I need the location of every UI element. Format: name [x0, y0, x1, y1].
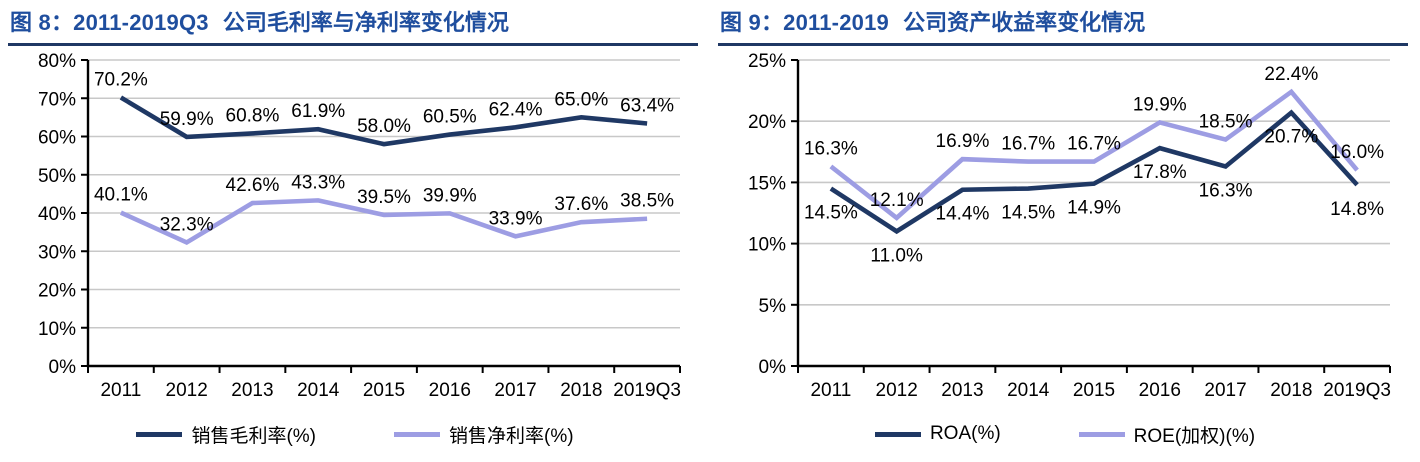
data-label-s1: 38.5% — [620, 191, 674, 212]
chart-title-returns: 图 9：2011-2019 公司资产收益率变化情况 — [718, 6, 1408, 47]
y-tick-label: 40% — [38, 204, 76, 225]
x-category-label: 2016 — [1139, 380, 1181, 401]
x-category-label: 2014 — [297, 380, 340, 401]
y-tick-label: 10% — [748, 235, 786, 256]
y-tick-label: 80% — [38, 51, 76, 72]
data-label-s0: 14.5% — [1001, 203, 1055, 224]
y-tick-label: 50% — [38, 166, 76, 187]
chart-title-prefix: 图 8：2011-2019Q3 — [10, 10, 209, 35]
y-tick-label: 70% — [38, 90, 76, 111]
data-label-s1: 43.3% — [291, 173, 345, 194]
data-label-s0: 16.3% — [1199, 181, 1253, 202]
y-tick-label: 30% — [38, 243, 76, 264]
y-tick-label: 0% — [759, 357, 787, 378]
series-line-0 — [119, 95, 648, 147]
data-label-s0: 14.5% — [804, 203, 858, 224]
chart-body-margin: 0% 10% 20% 30% 40% 50% 60% 70% 80% 2011 2012 2013 20… — [0, 46, 710, 406]
chart-title-suffix: 公司资产收益率变化情况 — [903, 10, 1146, 35]
data-label-s1: 33.9% — [489, 209, 543, 230]
x-category-label: 2019Q3 — [1323, 380, 1391, 401]
x-category-label: 2012 — [876, 380, 918, 401]
legend-swatch — [394, 431, 440, 437]
legend-label: ROA(%) — [929, 423, 1001, 445]
data-label-s0: 17.8% — [1133, 162, 1187, 183]
legend-swatch — [1078, 431, 1125, 437]
data-label-s0: 14.4% — [936, 204, 990, 225]
data-label-s1: 16.7% — [1001, 134, 1055, 155]
data-label-s1: 16.3% — [804, 139, 858, 160]
data-label-s1: 18.5% — [1199, 112, 1253, 133]
chart-title-prefix: 图 9：2011-2019 — [720, 10, 889, 35]
data-label-s1: 37.6% — [554, 194, 608, 215]
legend-label: 销售毛利率(%) — [191, 425, 316, 447]
x-category-label: 2017 — [1204, 380, 1246, 401]
series-line-1 — [829, 89, 1359, 222]
chart-legend-0: 销售毛利率(%) 销售净利率(%) — [0, 406, 710, 462]
data-label-s0: 58.0% — [357, 116, 411, 137]
data-label-s0: 65.0% — [554, 90, 608, 111]
legend-swatch — [874, 431, 921, 437]
y-tick-label: 20% — [748, 113, 786, 134]
x-category-label: 2012 — [166, 380, 208, 401]
x-category-label: 2013 — [941, 380, 983, 401]
data-label-s1: 22.4% — [1264, 64, 1318, 85]
legend-item-0: 销售毛利率(%) — [136, 421, 316, 448]
x-category-label: 2018 — [560, 380, 602, 401]
x-category-label: 2015 — [363, 380, 405, 401]
data-label-s1: 16.7% — [1067, 134, 1121, 155]
x-category-label: 2018 — [1270, 380, 1312, 401]
y-tick-label: 10% — [38, 319, 76, 340]
legend-swatch — [136, 431, 183, 437]
series-line-0 — [829, 109, 1359, 235]
legend-item-1: 销售净利率(%) — [394, 421, 574, 448]
x-category-label: 2011 — [810, 380, 851, 401]
chart-plot-1: 0% 5% 10% 15% 20% 25% 2011 2012 2013 2014 2015 2016… — [748, 51, 1391, 401]
data-label-s0: 62.4% — [489, 100, 543, 121]
chart-title-margin: 图 8：2011-2019Q3 公司毛利率与净利率变化情况 — [8, 6, 698, 47]
data-label-s0: 20.7% — [1264, 127, 1318, 148]
data-label-s0: 59.9% — [160, 109, 214, 130]
legend-item-0: ROA(%) — [874, 423, 1001, 445]
data-label-s0: 14.9% — [1067, 198, 1121, 219]
x-category-label: 2014 — [1007, 380, 1050, 401]
legend-label: 销售净利率(%) — [449, 425, 574, 447]
data-label-s0: 63.4% — [620, 96, 674, 117]
x-category-label: 2013 — [231, 380, 273, 401]
chart-body-returns: 0% 5% 10% 15% 20% 25% 2011 2012 2013 2014 2015 2016… — [710, 46, 1420, 406]
chart-plot-0: 0% 10% 20% 30% 40% 50% 60% 70% 80% 2011 2012 2013 20… — [38, 51, 681, 401]
legend-label: ROE(加权)(%) — [1133, 425, 1256, 447]
chart-legend-1: ROA(%) ROE(加权)(%) — [710, 406, 1420, 462]
y-tick-label: 20% — [38, 281, 76, 302]
data-label-s1: 16.0% — [1330, 142, 1384, 163]
chart-panel-returns: 图 9：2011-2019 公司资产收益率变化情况 0% 5% 10% 15% 20% 2… — [710, 0, 1420, 462]
data-label-s1: 12.1% — [870, 190, 924, 211]
data-label-s1: 39.9% — [423, 186, 477, 207]
data-label-s1: 42.6% — [226, 175, 280, 196]
y-tick-label: 25% — [748, 51, 786, 72]
series-line-1 — [119, 198, 648, 246]
chart-panel-margin: 图 8：2011-2019Q3 公司毛利率与净利率变化情况 0% 10% 20% 30… — [0, 6, 710, 462]
legend-item-1: ROE(加权)(%) — [1078, 421, 1256, 448]
data-label-s0: 60.5% — [423, 107, 477, 128]
data-label-s0: 11.0% — [870, 246, 923, 267]
x-category-label: 2016 — [429, 380, 471, 401]
data-label-s0: 61.9% — [291, 102, 345, 123]
x-category-label: 2011 — [100, 380, 141, 401]
y-tick-label: 60% — [38, 128, 76, 149]
data-label-s1: 39.5% — [357, 187, 411, 208]
x-category-label: 2019Q3 — [613, 380, 681, 401]
data-label-s0: 14.8% — [1330, 199, 1384, 220]
x-category-label: 2015 — [1073, 380, 1115, 401]
y-tick-label: 0% — [49, 357, 77, 378]
data-label-s0: 70.2% — [94, 70, 148, 91]
data-label-s0: 60.8% — [226, 106, 280, 127]
data-label-s1: 16.9% — [936, 131, 990, 152]
chart-title-suffix: 公司毛利率与净利率变化情况 — [222, 10, 509, 35]
y-tick-label: 15% — [748, 174, 786, 195]
data-label-s1: 32.3% — [160, 215, 214, 236]
x-category-label: 2017 — [494, 380, 536, 401]
data-label-s1: 40.1% — [94, 185, 148, 206]
data-label-s1: 19.9% — [1133, 95, 1187, 116]
y-tick-label: 5% — [759, 296, 787, 317]
